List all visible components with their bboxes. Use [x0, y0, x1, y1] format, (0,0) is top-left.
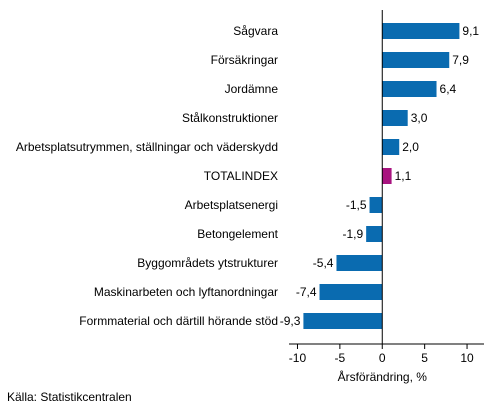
bars-group — [303, 23, 460, 329]
bar — [366, 226, 383, 242]
category-labels: Sågvara Försäkringar Jordämne Stålkonstrukt… — [16, 24, 279, 328]
x-axis-ticks: -10 -5 0 5 10 — [289, 344, 474, 365]
bar — [382, 139, 400, 155]
value-label: 3,0 — [411, 111, 428, 125]
value-label: -9,3 — [280, 314, 301, 328]
value-label: -5,4 — [313, 256, 334, 270]
value-label: 7,9 — [452, 53, 469, 67]
bar — [382, 52, 450, 68]
x-tick-label: 10 — [460, 351, 474, 365]
category-label: Byggområdets ytstrukturer — [137, 256, 278, 270]
bar — [382, 110, 408, 126]
bar — [319, 284, 383, 300]
bar — [369, 197, 383, 213]
x-tick-label: -10 — [289, 351, 307, 365]
category-label: Jordämne — [225, 82, 279, 96]
category-label: Maskinarbeten och lyftanordningar — [94, 285, 278, 299]
value-label: -1,9 — [342, 227, 363, 241]
value-label: 1,1 — [395, 169, 412, 183]
value-label: 9,1 — [462, 24, 479, 38]
value-label: -1,5 — [346, 198, 367, 212]
category-label: Arbetsplatsenergi — [185, 198, 278, 212]
category-label: Formmaterial och därtill hörande stöd — [79, 314, 278, 328]
value-labels: 9,1 7,9 6,4 3,0 2,0 1,1 -1,5 -1,9 -5,4 -7,4 -9,3 — [280, 24, 480, 328]
x-axis-label: Årsförändring, % — [338, 369, 428, 384]
value-label: 2,0 — [402, 140, 419, 154]
category-label: TOTALINDEX — [204, 169, 278, 183]
x-tick-label: 5 — [421, 351, 428, 365]
bar — [303, 313, 383, 329]
category-label: Sågvara — [233, 24, 278, 38]
bar — [382, 81, 437, 97]
bar — [382, 168, 392, 184]
category-label: Försäkringar — [211, 53, 278, 67]
source-note: Källa: Statistikcentralen — [7, 390, 132, 404]
x-tick-label: 0 — [379, 351, 386, 365]
category-label: Betongelement — [197, 227, 278, 241]
category-label: Stålkonstruktioner — [182, 111, 278, 125]
value-label: -7,4 — [296, 285, 317, 299]
value-label: 6,4 — [440, 82, 457, 96]
x-tick-label: -5 — [335, 351, 346, 365]
category-label: Arbetsplatsutrymmen, ställningar och väd… — [16, 140, 278, 154]
bar — [382, 23, 460, 39]
bar — [336, 255, 383, 271]
